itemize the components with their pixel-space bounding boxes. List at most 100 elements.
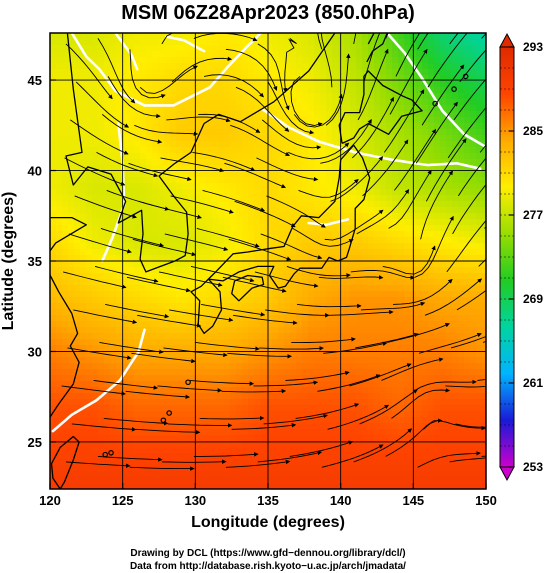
field-cell (170, 93, 177, 100)
field-cell (92, 171, 99, 178)
field-cell (272, 159, 279, 166)
field-cell (188, 351, 195, 358)
field-cell (92, 117, 99, 124)
field-cell (164, 357, 171, 364)
field-cell (440, 333, 447, 340)
field-cell (470, 249, 477, 256)
field-cell (218, 225, 225, 232)
field-cell (104, 399, 111, 406)
field-cell (464, 201, 471, 208)
field-cell (434, 429, 441, 436)
field-cell (446, 177, 453, 184)
field-cell (338, 51, 345, 58)
field-cell (332, 423, 339, 430)
field-cell (380, 63, 387, 70)
field-cell (320, 195, 327, 202)
field-cell (284, 231, 291, 238)
field-cell (350, 33, 357, 40)
field-cell (98, 105, 105, 112)
field-cell (314, 363, 321, 370)
field-cell (344, 213, 351, 220)
field-cell (110, 117, 117, 124)
field-cell (140, 69, 147, 76)
field-cell (170, 99, 177, 106)
field-cell (386, 117, 393, 124)
field-cell (116, 183, 123, 190)
field-cell (476, 207, 483, 214)
field-cell (200, 363, 207, 370)
field-cell (314, 435, 321, 442)
field-cell (104, 189, 111, 196)
field-cell (398, 399, 405, 406)
field-cell (56, 213, 63, 220)
field-cell (368, 363, 375, 370)
field-cell (122, 177, 129, 184)
field-cell (170, 237, 177, 244)
field-cell (434, 249, 441, 256)
field-cell (326, 87, 333, 94)
field-cell (458, 51, 465, 58)
field-cell (68, 261, 75, 268)
field-cell (98, 39, 105, 46)
field-cell (368, 219, 375, 226)
field-cell (56, 51, 63, 58)
field-cell (206, 207, 213, 214)
field-cell (230, 225, 237, 232)
field-cell (134, 387, 141, 394)
field-cell (272, 39, 279, 46)
field-cell (368, 87, 375, 94)
field-cell (104, 171, 111, 178)
field-cell (356, 189, 363, 196)
field-cell (308, 255, 315, 262)
field-cell (314, 51, 321, 58)
field-cell (110, 165, 117, 172)
field-cell (470, 51, 477, 58)
field-cell (320, 135, 327, 142)
field-cell (356, 171, 363, 178)
field-cell (302, 87, 309, 94)
field-cell (374, 369, 381, 376)
field-cell (284, 435, 291, 442)
field-cell (290, 63, 297, 70)
field-cell (350, 177, 357, 184)
field-cell (98, 207, 105, 214)
field-cell (470, 309, 477, 316)
field-cell (182, 123, 189, 130)
field-cell (314, 327, 321, 334)
field-cell (320, 429, 327, 436)
field-cell (416, 117, 423, 124)
field-cell (104, 261, 111, 268)
field-cell (404, 405, 411, 412)
field-cell (350, 195, 357, 202)
field-cell (104, 375, 111, 382)
field-cell (224, 189, 231, 196)
field-cell (92, 261, 99, 268)
field-cell (176, 291, 183, 298)
field-cell (428, 135, 435, 142)
field-cell (284, 129, 291, 136)
field-cell (422, 249, 429, 256)
field-cell (392, 399, 399, 406)
field-cell (80, 249, 87, 256)
field-cell (164, 189, 171, 196)
field-cell (278, 45, 285, 52)
field-cell (422, 315, 429, 322)
field-cell (56, 261, 63, 268)
field-cell (50, 183, 57, 190)
field-cell (416, 399, 423, 406)
field-cell (152, 387, 159, 394)
field-cell (476, 129, 483, 136)
field-cell (80, 195, 87, 202)
field-cell (290, 345, 297, 352)
field-cell (62, 189, 69, 196)
field-cell (356, 105, 363, 112)
field-cell (398, 267, 405, 274)
field-cell (434, 93, 441, 100)
field-cell (356, 183, 363, 190)
field-cell (260, 255, 267, 262)
field-cell (302, 141, 309, 148)
field-cell (176, 243, 183, 250)
field-cell (290, 75, 297, 82)
field-cell (158, 285, 165, 292)
field-cell (116, 387, 123, 394)
